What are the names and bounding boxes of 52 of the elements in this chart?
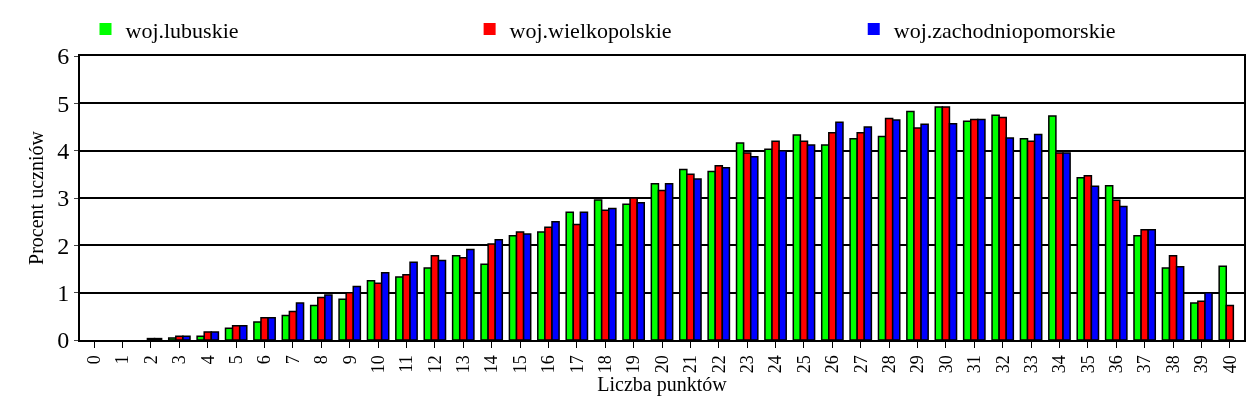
x-tick-label: 3 [169, 355, 190, 365]
x-tick-label: 35 [1077, 355, 1098, 374]
x-tick-label: 38 [1162, 355, 1183, 374]
x-tick-label: 19 [623, 355, 644, 374]
y-tick-label: 3 [57, 185, 70, 212]
x-tick-label: 36 [1106, 355, 1127, 374]
x-tick-label: 34 [1049, 355, 1070, 374]
x-tick-label: 23 [737, 355, 758, 374]
x-tick-label: 11 [396, 355, 417, 373]
x-tick-label: 7 [282, 355, 303, 365]
x-tick-label: 29 [907, 355, 928, 374]
y-tick-label: 2 [57, 232, 70, 259]
x-tick-label: 31 [964, 355, 985, 374]
x-tick-label: 30 [935, 355, 956, 374]
x-tick-label: 8 [311, 355, 332, 365]
x-tick-label: 22 [708, 355, 729, 374]
x-tick-label: 21 [680, 355, 701, 374]
x-tick-label: 12 [424, 355, 445, 374]
legend-label: woj.wielkopolskie [509, 17, 672, 43]
x-tick-label: 27 [850, 355, 871, 374]
x-tick-label: 5 [226, 355, 246, 365]
x-tick-label: 32 [992, 355, 1013, 374]
y-tick-label: 1 [57, 280, 70, 307]
x-tick-label: 37 [1134, 355, 1155, 374]
x-tick-label: 24 [765, 355, 786, 374]
x-tick-label: 40 [1219, 355, 1240, 374]
x-tick-label: 16 [538, 355, 559, 374]
legend-label: woj.zachodniopomorskie [893, 17, 1116, 43]
x-tick-label: 20 [651, 355, 672, 374]
x-tick-label: 4 [197, 355, 218, 365]
x-tick-label: 25 [793, 355, 814, 374]
x-tick-label: 9 [339, 355, 360, 365]
y-tick-label: 5 [57, 90, 70, 117]
x-tick-label: 13 [453, 355, 474, 374]
y-tick-label: 6 [57, 43, 70, 70]
x-tick-label: 14 [481, 355, 502, 374]
x-tick-label: 17 [566, 355, 587, 374]
x-tick-label: 39 [1191, 355, 1212, 374]
x-tick-label: 1 [112, 355, 133, 365]
x-axis-title: Liczba punktów [597, 373, 728, 397]
x-tick-label: 2 [140, 355, 161, 365]
legend-label: woj.lubuskie [125, 17, 239, 43]
y-tick-label: 4 [57, 138, 70, 165]
x-tick-label: 26 [822, 355, 843, 374]
x-tick-label: 6 [254, 355, 275, 365]
x-tick-label: 18 [595, 355, 616, 374]
x-tick-label: 0 [84, 355, 105, 365]
x-tick-label: 15 [509, 355, 530, 374]
x-tick-label: 10 [367, 355, 388, 374]
y-axis-title: Procent uczniów [25, 130, 48, 265]
x-tick-label: 33 [1020, 355, 1041, 374]
x-tick-label: 28 [878, 355, 899, 374]
